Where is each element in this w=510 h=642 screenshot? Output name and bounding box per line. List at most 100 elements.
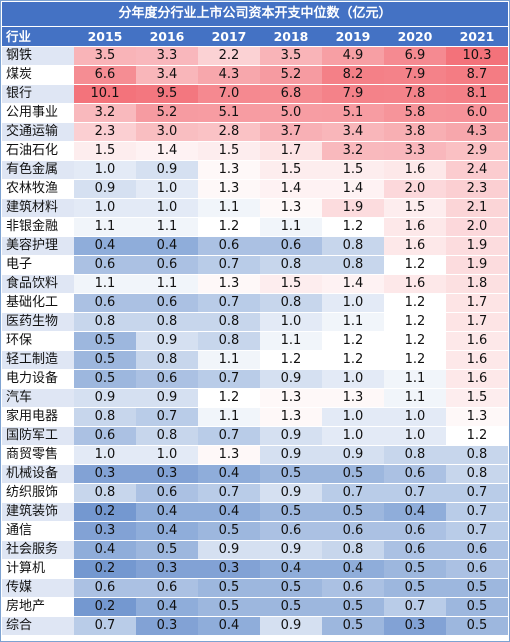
value-cell: 0.5 (384, 560, 446, 578)
value-cell: 0.3 (198, 560, 260, 578)
value-cell: 1.0 (260, 313, 322, 331)
value-cell: 0.4 (198, 465, 260, 483)
value-cell: 1.9 (446, 256, 508, 274)
value-cell: 1.8 (446, 275, 508, 293)
value-cell: 3.7 (260, 123, 322, 141)
value-cell: 0.8 (260, 256, 322, 274)
value-cell: 2.8 (198, 123, 260, 141)
value-cell: 1.7 (260, 142, 322, 160)
value-cell: 1.1 (384, 370, 446, 388)
value-cell: 0.6 (384, 541, 446, 559)
table-row: 公用事业 3.2 5.2 5.1 5.0 5.1 5.8 6.0 (2, 103, 508, 122)
year-column-header: 2021 (459, 29, 495, 44)
value-cell: 0.5 (322, 465, 384, 483)
table-row: 农林牧渔 0.9 1.0 1.3 1.4 1.4 2.0 2.3 (2, 179, 508, 198)
industry-name: 煤炭 (2, 66, 74, 84)
value-cell: 0.7 (198, 294, 260, 312)
value-cell: 0.9 (260, 370, 322, 388)
value-cell: 10.3 (446, 47, 508, 65)
value-cell: 0.5 (198, 579, 260, 597)
industry-name: 环保 (2, 332, 74, 350)
value-cell: 0.2 (74, 560, 136, 578)
value-cell: 0.7 (446, 503, 508, 521)
value-cell: 0.9 (136, 332, 198, 350)
table-row: 有色金属 1.0 0.9 1.3 1.5 1.5 1.6 2.4 (2, 160, 508, 179)
value-cell: 0.8 (136, 427, 198, 445)
value-cell: 0.8 (74, 408, 136, 426)
value-cell: 0.6 (260, 237, 322, 255)
value-cell: 1.6 (384, 237, 446, 255)
value-cell: 0.5 (322, 598, 384, 616)
value-cell: 0.8 (260, 294, 322, 312)
value-cell: 0.6 (322, 579, 384, 597)
value-cell: 2.3 (446, 180, 508, 198)
value-cell: 0.3 (74, 522, 136, 540)
value-cell: 5.2 (136, 104, 198, 122)
value-cell: 1.3 (198, 180, 260, 198)
value-cell: 1.6 (384, 218, 446, 236)
value-cell: 3.2 (322, 142, 384, 160)
table-row: 钢铁 3.5 3.3 2.2 3.5 4.9 6.9 10.3 (2, 46, 508, 65)
value-cell: 0.4 (136, 598, 198, 616)
value-cell: 1.6 (446, 370, 508, 388)
value-cell: 0.4 (198, 503, 260, 521)
value-cell: 1.3 (198, 161, 260, 179)
value-cell: 1.5 (260, 275, 322, 293)
industry-name: 国防军工 (2, 427, 74, 445)
table-row: 银行 10.1 9.5 7.0 6.8 7.9 7.8 8.1 (2, 84, 508, 103)
value-cell: 0.6 (446, 541, 508, 559)
value-cell: 1.1 (322, 313, 384, 331)
industry-name: 钢铁 (2, 47, 74, 65)
value-cell: 2.0 (384, 180, 446, 198)
value-cell: 0.7 (198, 427, 260, 445)
table-row: 石油石化 1.5 1.4 1.5 1.7 3.2 3.3 2.9 (2, 141, 508, 160)
value-cell: 1.2 (384, 294, 446, 312)
value-cell: 1.2 (198, 218, 260, 236)
value-cell: 1.2 (322, 218, 384, 236)
value-cell: 2.1 (446, 199, 508, 217)
industry-name: 传媒 (2, 579, 74, 597)
table-row: 国防军工 0.6 0.8 0.7 0.9 1.0 1.0 1.2 (2, 426, 508, 445)
value-cell: 1.0 (74, 446, 136, 464)
value-cell: 0.8 (446, 465, 508, 483)
value-cell: 4.3 (198, 66, 260, 84)
value-cell: 3.4 (322, 123, 384, 141)
value-cell: 1.9 (322, 199, 384, 217)
value-cell: 0.5 (260, 598, 322, 616)
value-cell: 1.1 (384, 389, 446, 407)
industry-name: 综合 (2, 617, 74, 635)
value-cell: 10.1 (74, 85, 136, 103)
value-cell: 0.8 (322, 256, 384, 274)
industry-name: 商贸零售 (2, 446, 74, 464)
value-cell: 0.8 (322, 541, 384, 559)
value-cell: 1.3 (198, 446, 260, 464)
table-row: 通信 0.3 0.4 0.5 0.6 0.6 0.6 0.7 (2, 521, 508, 540)
value-cell: 0.5 (198, 598, 260, 616)
table-row: 家用电器 0.8 0.7 1.1 1.3 1.0 1.0 1.3 (2, 407, 508, 426)
value-cell: 0.9 (322, 446, 384, 464)
value-cell: 0.4 (136, 237, 198, 255)
value-cell: 0.6 (384, 522, 446, 540)
value-cell: 0.2 (74, 598, 136, 616)
value-cell: 3.3 (136, 47, 198, 65)
value-cell: 1.0 (74, 161, 136, 179)
value-cell: 0.8 (136, 351, 198, 369)
value-cell: 0.4 (260, 560, 322, 578)
value-cell: 0.7 (198, 256, 260, 274)
value-cell: 1.3 (260, 199, 322, 217)
value-cell: 1.5 (384, 199, 446, 217)
value-cell: 0.6 (136, 256, 198, 274)
value-cell: 1.1 (260, 218, 322, 236)
table-row: 交通运输 2.3 3.0 2.8 3.7 3.4 3.8 4.3 (2, 122, 508, 141)
value-cell: 2.2 (198, 47, 260, 65)
value-cell: 1.1 (198, 408, 260, 426)
value-cell: 7.8 (384, 85, 446, 103)
value-cell: 0.5 (446, 579, 508, 597)
value-cell: 0.3 (384, 617, 446, 635)
value-cell: 0.6 (260, 522, 322, 540)
industry-name: 通信 (2, 522, 74, 540)
value-cell: 0.5 (322, 503, 384, 521)
value-cell: 0.9 (260, 427, 322, 445)
industry-name: 交通运输 (2, 123, 74, 141)
industry-column-header: 行业 (6, 29, 32, 44)
